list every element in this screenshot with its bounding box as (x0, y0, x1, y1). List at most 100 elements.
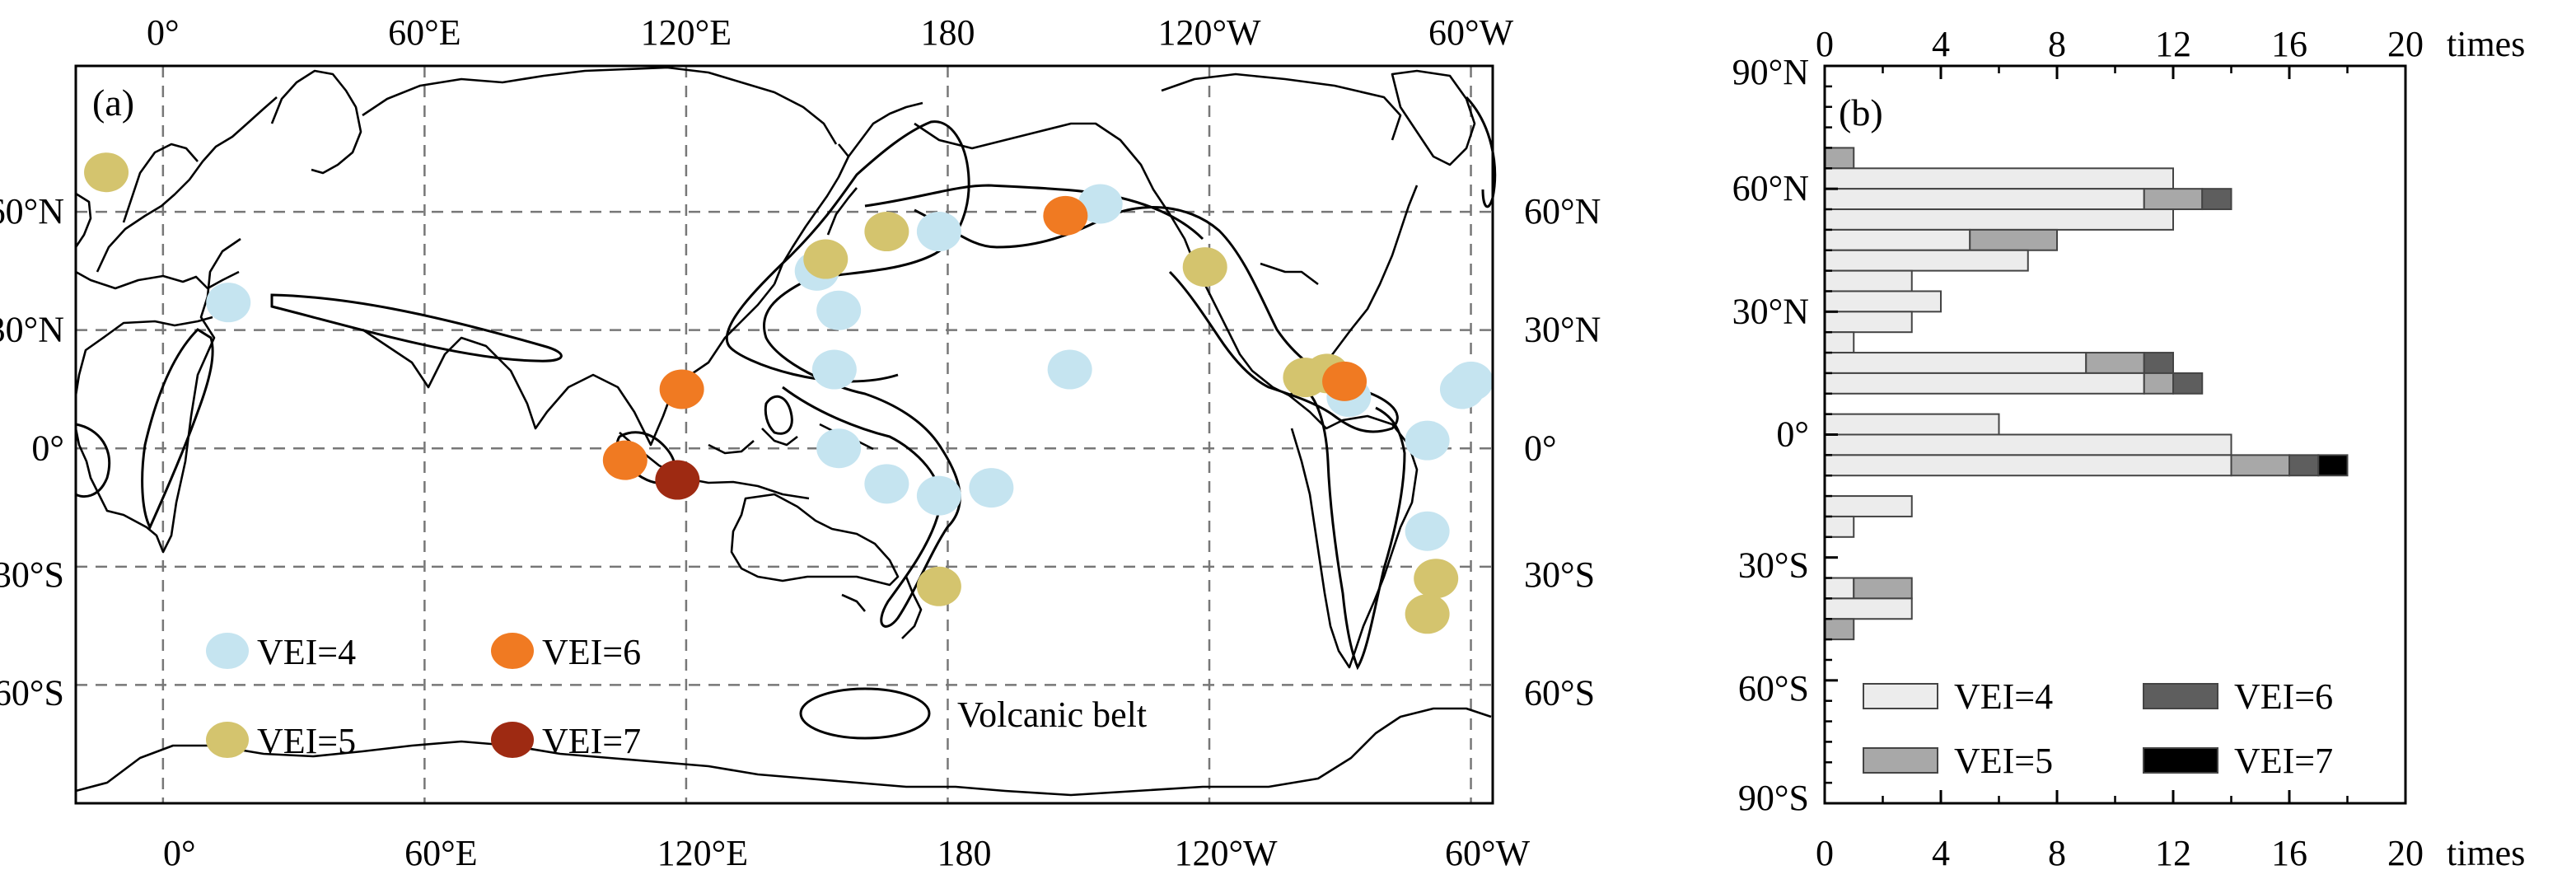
map-left-lat-label: 0° (31, 428, 64, 468)
vei4-eruption-marker (916, 475, 961, 516)
bar-segment-vei7 (2317, 454, 2349, 477)
map-right-lat-label: 60°N (1524, 191, 1601, 232)
bar-segment-vei6 (2288, 454, 2320, 477)
bar-segment-vei4 (1824, 597, 1913, 620)
histogram-legend: VEI=4 VEI=5 VEI=6 VEI=7 (1863, 676, 2333, 781)
map-left-lat-labels: 60°N 30°N 0° 30°S 60°S (0, 191, 64, 713)
bar-segment-vei4 (1824, 311, 1913, 334)
map-right-lat-label: 30°N (1524, 310, 1601, 350)
bar-segment-vei5 (2230, 454, 2290, 477)
legend-swatch-vei6 (2143, 683, 2218, 709)
bar-segment-vei4 (1824, 454, 2232, 477)
histogram-bottom-x-axis: 0 4 8 12 16 20 (1816, 790, 2424, 873)
histogram-bars (1824, 147, 2349, 641)
vei5-eruption-marker (864, 212, 909, 252)
vei4-eruption-marker (1405, 420, 1450, 461)
y-tick-label: 30°S (1738, 545, 1809, 586)
vei4-eruption-marker (1078, 184, 1123, 224)
y-tick-label: 90°N (1732, 52, 1809, 92)
bar-segment-vei4 (1824, 208, 2174, 231)
bar-segment-vei4 (1824, 372, 2145, 395)
top-x-tick-label: 0 (1816, 24, 1834, 64)
map-left-lat-label: 60°S (0, 672, 64, 713)
bar-segment-vei4 (1824, 331, 1855, 354)
bar-segment-vei4 (1824, 290, 1942, 313)
vei4-eruption-marker (1405, 511, 1450, 551)
legend-swatch-vei4 (1863, 683, 1938, 709)
panel-b-label: (b) (1839, 91, 1883, 133)
histogram-top-x-axis: 0 4 8 12 16 20 (1816, 24, 2424, 79)
panel-a-label: (a) (92, 82, 134, 124)
bar-segment-vei5 (1969, 228, 2058, 251)
vei5-eruption-marker (1414, 559, 1459, 599)
map-bottom-lon-label: 60°W (1445, 833, 1531, 873)
vei4-eruption-marker (816, 290, 862, 330)
panel-b-histogram: 0 4 8 12 16 20 0 4 8 12 16 20 90°N 60°N 30°N 0° 30°S 60… (1732, 24, 2526, 873)
volcanic-belts (75, 96, 1497, 671)
map-legend: VEI=4 VEI=6 VEI=5 VEI=7 Volcanic belt (206, 632, 1147, 761)
y-tick-label: 90°S (1738, 778, 1809, 818)
bar-segment-vei5 (1853, 577, 1913, 600)
bar-segment-vei5 (2143, 372, 2174, 395)
map-frame (74, 64, 1494, 805)
vei5-eruption-marker (1182, 247, 1227, 288)
bar-segment-vei4 (1824, 188, 2145, 211)
bar-segment-vei4 (1824, 433, 2232, 456)
panel-a-map: (a) 0° 60°E 120°E 180 120°W 60°W 0° 60°E 120°E 1… (0, 12, 1601, 873)
legend-vei6-swatch (491, 633, 534, 669)
map-bottom-lon-label: 0° (163, 833, 196, 873)
vei6-eruption-marker (1322, 361, 1367, 401)
bottom-x-unit-label: times (2447, 833, 2525, 873)
vei4-eruption-marker (1047, 349, 1092, 390)
vei4-eruption-marker (811, 349, 857, 390)
eruption-markers (84, 152, 1494, 634)
map-left-lat-label: 30°S (0, 554, 64, 595)
vei5-eruption-marker (84, 152, 129, 193)
map-right-lat-label: 0° (1524, 428, 1557, 468)
vei4-eruption-marker (816, 428, 862, 469)
bottom-x-tick-label: 8 (2048, 833, 2066, 873)
y-tick-label: 0° (1776, 414, 1809, 455)
bar-segment-vei4 (1824, 228, 1971, 251)
map-left-lat-label: 30°N (0, 310, 64, 350)
vei4-eruption-marker (206, 283, 251, 323)
bar-segment-vei4 (1824, 577, 1855, 600)
legend-belt-label: Volcanic belt (957, 695, 1147, 735)
map-top-lon-label: 120°W (1157, 12, 1261, 53)
vei6-eruption-marker (659, 369, 704, 409)
legend-vei6-label: VEI=6 (542, 632, 641, 672)
top-x-tick-label: 8 (2048, 24, 2066, 64)
legend-belt-swatch (799, 687, 931, 740)
legend-vei5-label: VEI=5 (257, 721, 356, 761)
legend-vei4-label: VEI=4 (257, 632, 356, 672)
bar-segment-vei6 (2172, 372, 2204, 395)
coastlines (74, 66, 1492, 797)
bottom-x-tick-label: 12 (2155, 833, 2191, 873)
bar-segment-vei5 (1824, 147, 1855, 170)
y-tick-label: 60°N (1732, 168, 1809, 208)
top-x-tick-label: 4 (1932, 24, 1950, 64)
legend-vei5-swatch (206, 722, 249, 758)
map-top-lon-label: 120°E (641, 12, 732, 53)
legend-vei7-label: VEI=7 (542, 721, 641, 761)
histogram-y-axis: 90°N 60°N 30°N 0° 30°S 60°S 90°S (1732, 52, 1838, 818)
bar-segment-vei6 (2201, 188, 2232, 211)
map-top-lon-label: 60°E (388, 12, 461, 53)
bottom-x-tick-label: 0 (1816, 833, 1834, 873)
map-bottom-lon-label: 60°E (404, 833, 477, 873)
legend-label-vei5: VEI=5 (1954, 741, 2053, 781)
map-bottom-lon-label: 180 (937, 833, 991, 873)
map-right-lat-label: 60°S (1524, 672, 1595, 713)
vei4-eruption-marker (864, 464, 909, 504)
vei6-eruption-marker (1043, 195, 1088, 236)
legend-label-vei6: VEI=6 (2234, 676, 2333, 717)
vei6-eruption-marker (602, 440, 648, 480)
map-top-lon-label: 60°W (1428, 12, 1514, 53)
bar-segment-vei4 (1824, 167, 2174, 190)
legend-vei7-swatch (491, 722, 534, 758)
map-left-lat-label: 60°N (0, 191, 64, 232)
map-right-lat-label: 30°S (1524, 554, 1595, 595)
bottom-x-tick-label: 20 (2387, 833, 2424, 873)
vei4-eruption-marker (1448, 361, 1494, 401)
